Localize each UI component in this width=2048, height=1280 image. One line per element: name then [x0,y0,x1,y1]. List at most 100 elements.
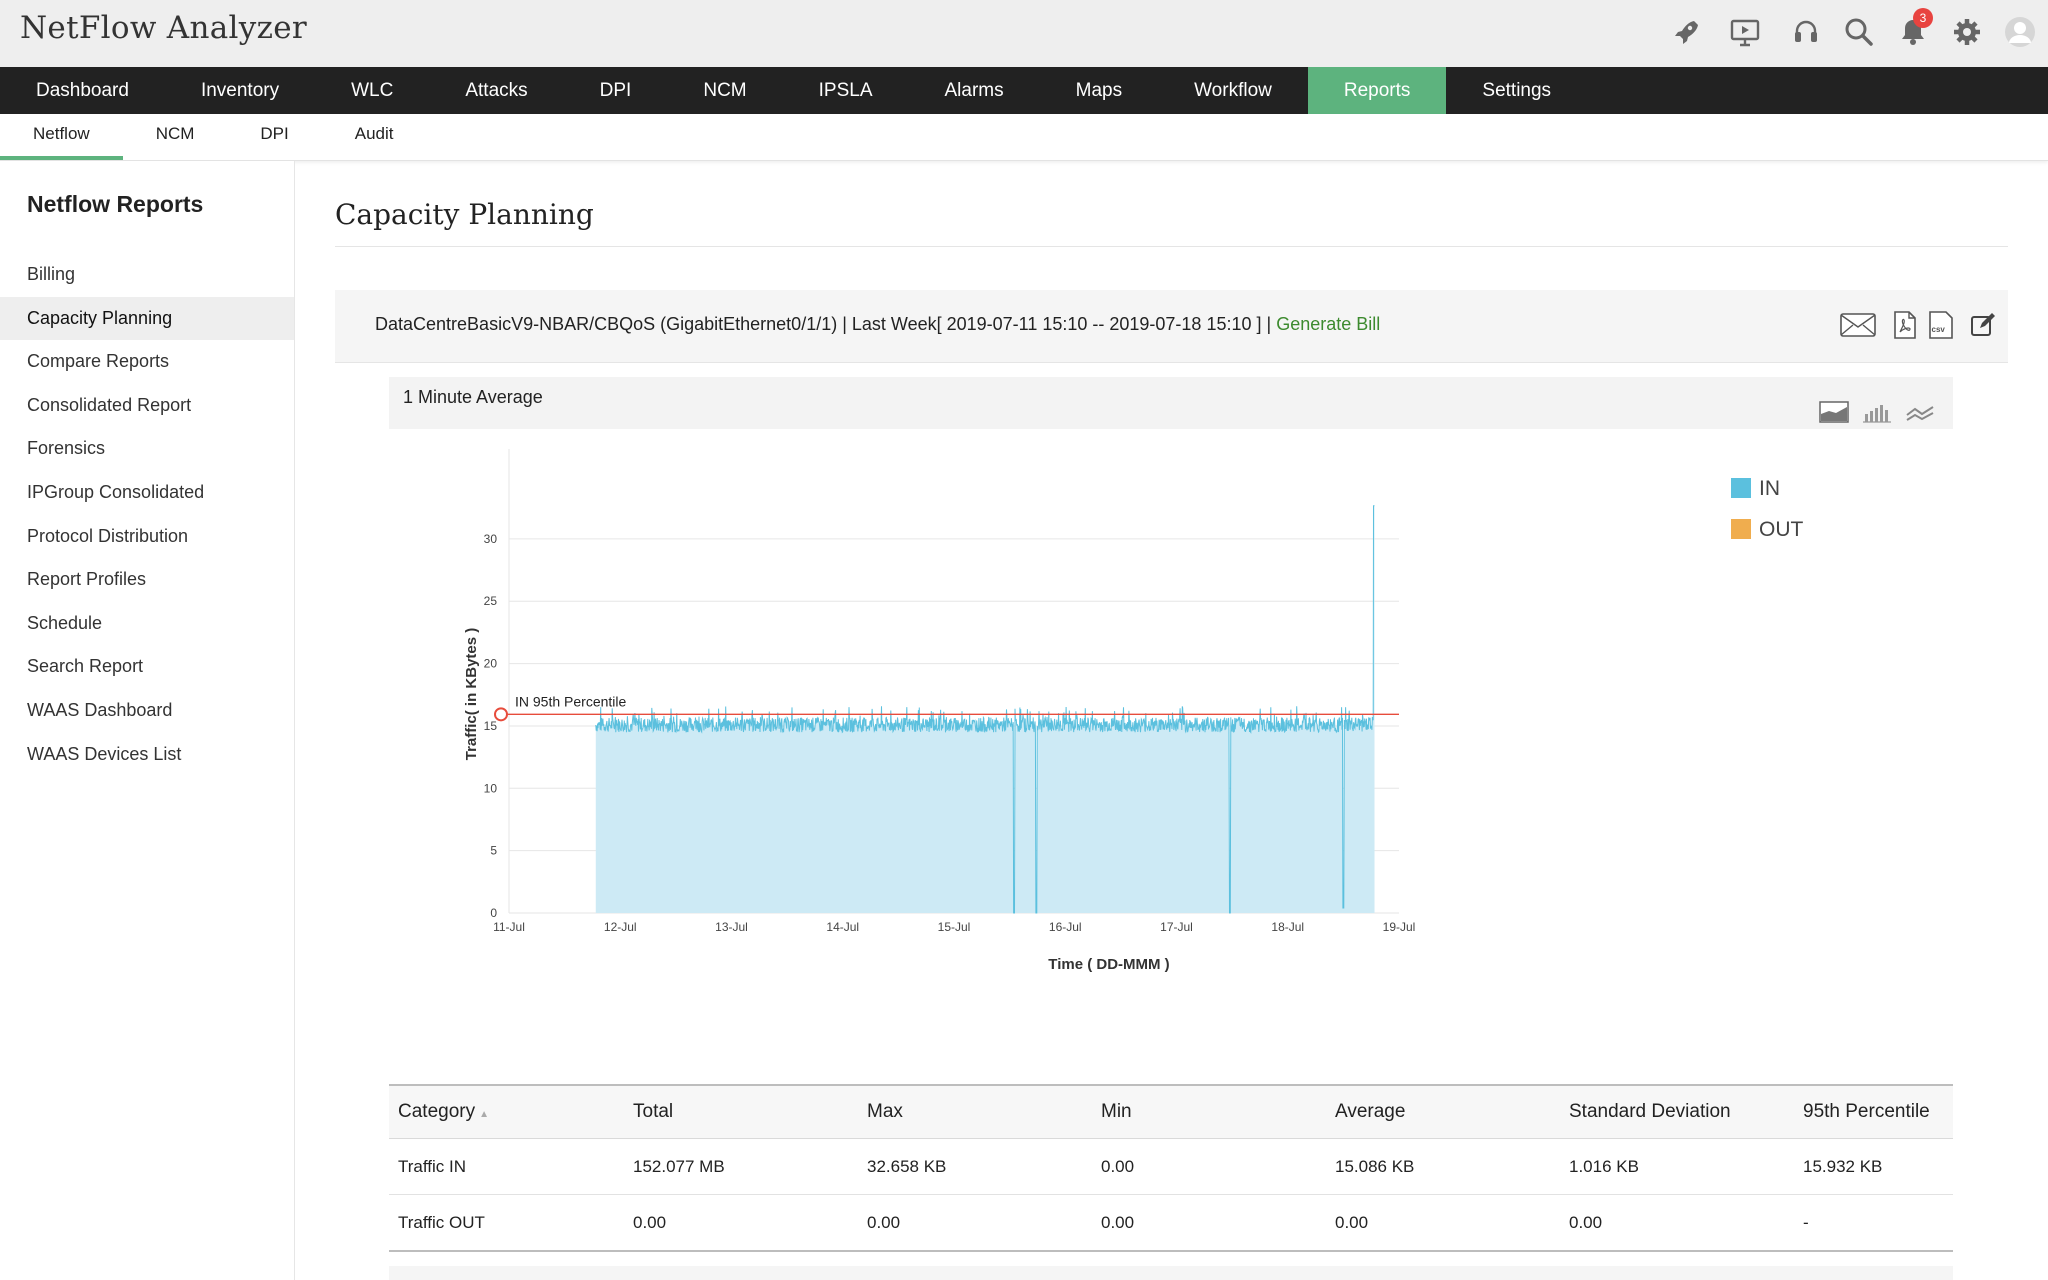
generate-bill-link[interactable]: Generate Bill [1276,314,1381,334]
sidebar-item-search-report[interactable]: Search Report [27,656,144,677]
reports-sidebar: Netflow Reports Billing Capacity Plannin… [0,161,295,1280]
report-info-bar: DataCentreBasicV9-NBAR/CBQoS (GigabitEth… [335,290,2008,363]
subtab-ncm[interactable]: NCM [155,124,195,143]
table-cell: 0.00 [1560,1194,1794,1252]
sidebar-title: Netflow Reports [27,191,204,217]
legend-label: IN [1759,477,1780,500]
nav-attacks[interactable]: Attacks [465,80,528,101]
y-tick-label: 5 [490,844,497,858]
chart-panel-header: 1 Minute Average [389,377,1953,429]
table-cell: 0.00 [1092,1138,1326,1195]
x-tick-label: 14-Jul [826,920,859,934]
percentile-marker [494,707,508,722]
presentation-icon[interactable] [1725,12,1765,52]
report-criteria-text: DataCentreBasicV9-NBAR/CBQoS (GigabitEth… [375,314,1272,334]
legend-label: OUT [1759,518,1804,541]
next-section-strip [389,1266,1953,1280]
top-app-bar: NetFlow Analyzer 3 [0,0,2048,68]
area-chart-icon[interactable] [1819,401,1849,423]
sidebar-item-billing[interactable]: Billing [27,264,76,284]
headset-icon[interactable] [1786,12,1826,52]
table-cell: 1.016 KB [1560,1138,1794,1195]
x-tick-label: 18-Jul [1271,920,1304,934]
y-tick-label: 0 [490,906,497,920]
page-title: Capacity Planning [335,198,594,231]
app-title: NetFlow Analyzer [20,10,307,46]
column-header-category[interactable]: Category ▲ [389,1084,624,1139]
line-chart-icon[interactable] [1905,401,1935,423]
sidebar-item-waas-devices-list[interactable]: WAAS Devices List [27,743,182,764]
column-header-total: Total [624,1084,858,1139]
notification-badge: 3 [1913,8,1933,28]
column-header-max: Max [858,1084,1092,1139]
x-tick-label: 17-Jul [1160,920,1193,934]
sidebar-item-schedule[interactable]: Schedule [27,612,103,633]
x-tick-label: 19-Jul [1383,920,1416,934]
table-cell: 152.077 MB [624,1138,858,1195]
sub-navigation: Netflow NCM DPI Audit [0,114,2048,161]
nav-ipsla[interactable]: IPSLA [818,80,873,101]
nav-wlc[interactable]: WLC [351,80,394,101]
nav-settings[interactable]: Settings [1482,80,1552,101]
title-divider [335,246,2008,247]
search-icon[interactable] [1839,12,1879,52]
sidebar-item-forensics[interactable]: Forensics [27,438,106,459]
sort-icon[interactable]: ▲ [479,1109,490,1120]
table-cell: 15.086 KB [1326,1138,1560,1195]
chart-legend: IN OUT [1731,477,1804,541]
subtab-audit[interactable]: Audit [354,124,394,143]
x-tick-label: 13-Jul [715,920,748,934]
table-cell: Traffic OUT [389,1194,624,1252]
legend-swatch [1731,478,1751,498]
sidebar-list: Billing Capacity Planning Compare Report… [0,253,294,776]
email-icon[interactable] [1839,310,1877,340]
chart-series [595,505,1375,914]
edit-icon[interactable] [1969,310,1997,340]
sidebar-item-capacity-planning[interactable]: Capacity Planning [0,296,294,341]
sidebar-item-report-profiles[interactable]: Report Profiles [27,569,147,590]
column-header-min: Min [1092,1084,1326,1139]
chart-panel-title: 1 Minute Average [403,387,543,407]
nav-alarms[interactable]: Alarms [944,80,1004,101]
subtab-dpi[interactable]: DPI [260,124,289,143]
table-cell: Traffic IN [389,1138,624,1195]
legend-swatch [1731,519,1751,539]
nav-ncm[interactable]: NCM [703,80,747,101]
x-tick-label: 12-Jul [604,920,637,934]
table-cell: 0.00 [1092,1194,1326,1252]
user-avatar-icon[interactable] [2000,12,2040,52]
y-axis-title: Traffic( in KBytes ) [463,628,480,761]
nav-workflow[interactable]: Workflow [1194,80,1272,101]
column-header-average: Average [1326,1084,1560,1139]
table-cell: 0.00 [858,1194,1092,1252]
svg-text:csv: csv [1932,325,1946,334]
y-tick-label: 30 [484,532,498,546]
capacity-planning-chart: IN 95th Percentile 0 5 10 15 20 25 30 11-Jul 12-… [463,449,1804,973]
table-row: Traffic IN 152.077 MB 32.658 KB 0.00 15.… [389,1138,1953,1195]
table-header-row: Category ▲ Total Max Min Average Standard… [389,1084,1953,1139]
gear-icon[interactable] [1947,12,1987,52]
csv-icon[interactable]: csv [1928,310,1954,340]
nav-reports[interactable]: Reports [1307,67,1447,114]
statistics-table: Category ▲ Total Max Min Average Standard… [389,1084,1953,1252]
sidebar-item-waas-dashboard[interactable]: WAAS Dashboard [27,699,173,720]
x-tick-label: 15-Jul [938,920,971,934]
sidebar-item-protocol-distribution[interactable]: Protocol Distribution [27,525,189,546]
table-cell: - [1794,1194,1953,1252]
sidebar-item-consolidated-report[interactable]: Consolidated Report [27,394,192,415]
table-cell: 0.00 [624,1194,858,1252]
bell-icon[interactable]: 3 [1893,8,1933,52]
chart-ticks: 0 5 10 15 20 25 30 11-Jul 12-Jul 13-Jul 14-Jul 15-J… [484,532,1416,934]
rocket-icon[interactable] [1666,12,1706,52]
nav-dashboard[interactable]: Dashboard [36,80,129,101]
y-tick-label: 15 [484,719,498,733]
nav-maps[interactable]: Maps [1075,80,1123,101]
nav-inventory[interactable]: Inventory [200,80,280,101]
bar-chart-icon[interactable] [1862,401,1892,423]
sidebar-item-ipgroup-consolidated[interactable]: IPGroup Consolidated [27,481,205,502]
x-tick-label: 16-Jul [1049,920,1082,934]
pdf-icon[interactable] [1892,310,1918,340]
sidebar-item-compare-reports[interactable]: Compare Reports [27,351,170,372]
nav-dpi[interactable]: DPI [599,80,632,101]
subtab-netflow[interactable]: Netflow [0,114,123,160]
